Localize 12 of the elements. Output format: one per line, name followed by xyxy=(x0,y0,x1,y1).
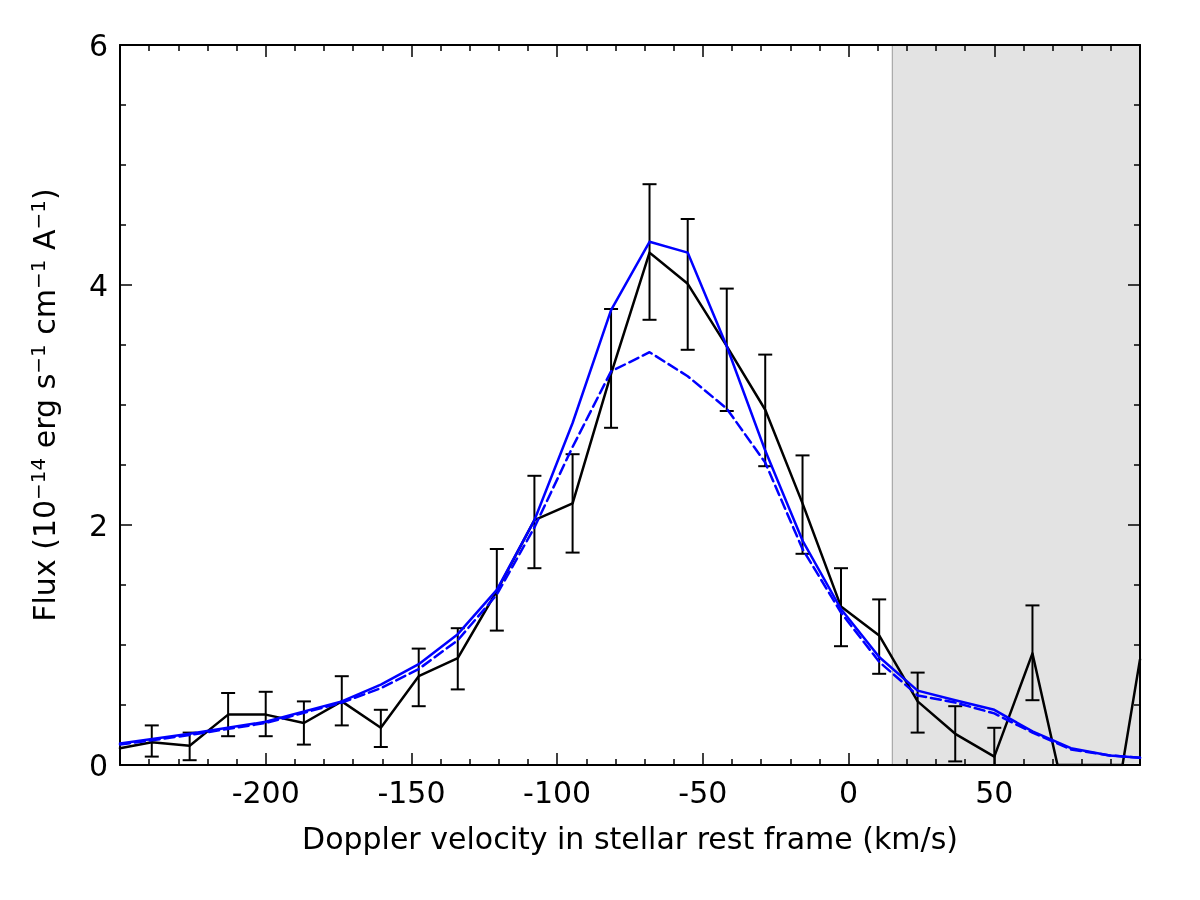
y-tick-label: 0 xyxy=(88,747,108,783)
y-tick-label: 6 xyxy=(88,27,108,63)
x-axis-title: Doppler velocity in stellar rest frame (km/s) xyxy=(302,820,958,856)
x-tick-label: 50 xyxy=(975,774,1014,810)
x-tick-label: -200 xyxy=(231,774,300,810)
x-tick-label: -150 xyxy=(377,774,446,810)
y-tick-label: 4 xyxy=(88,267,108,303)
x-tick-label: -100 xyxy=(523,774,592,810)
x-tick-label: 0 xyxy=(839,774,859,810)
x-tick-label: -50 xyxy=(678,774,728,810)
y-tick-label: 2 xyxy=(88,507,108,543)
text: Flux (10−14 erg s−1 cm−1 A−1) xyxy=(26,188,62,622)
